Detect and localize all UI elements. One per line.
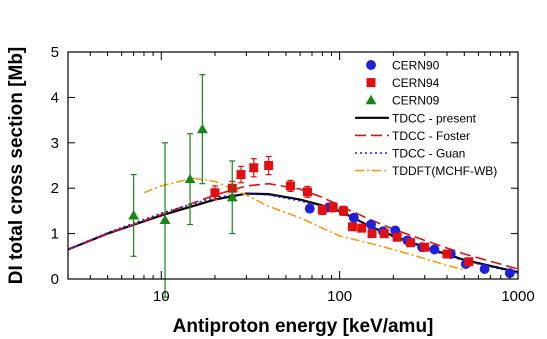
data-point	[184, 173, 196, 184]
y-tick-label: 4	[51, 89, 59, 106]
y-axis-title: DI total cross section [Mb]	[6, 47, 27, 285]
markers	[128, 74, 515, 298]
legend-label: TDCC - Foster	[392, 129, 470, 143]
data-point	[365, 94, 377, 105]
plot-frame	[67, 51, 519, 280]
data-point	[357, 223, 367, 233]
series-line	[67, 192, 519, 274]
x-tick-label: 100	[327, 288, 352, 305]
series-line	[143, 177, 465, 271]
data-point	[302, 187, 312, 197]
data-point	[366, 60, 376, 70]
data-point	[379, 229, 389, 239]
series-line	[67, 192, 519, 274]
legend-label: CERN90	[392, 59, 440, 73]
data-point	[249, 163, 259, 173]
data-point	[317, 205, 327, 215]
data-point	[285, 181, 295, 191]
data-point	[420, 242, 430, 252]
data-point	[367, 229, 377, 239]
data-point	[338, 206, 348, 216]
series-line	[67, 182, 519, 270]
data-point	[464, 257, 474, 267]
x-axis-title: Antiproton energy [keV/amu]	[173, 316, 434, 337]
y-tick-label: 3	[51, 135, 59, 152]
legend-label: CERN09	[392, 94, 440, 108]
legend-label: TDDFT(MCHF-WB)	[392, 164, 497, 178]
data-point	[392, 232, 402, 242]
data-point	[236, 170, 246, 180]
data-point	[406, 238, 416, 248]
data-point	[366, 219, 376, 230]
data-point	[348, 212, 359, 223]
y-tick-label: 0	[51, 271, 59, 288]
data-point	[347, 222, 357, 232]
data-point	[328, 202, 338, 212]
data-point	[479, 264, 490, 274]
legend-label: TDCC - present	[392, 111, 477, 125]
x-tick-label: 1000	[501, 288, 534, 305]
data-point	[210, 188, 220, 198]
x-tick-label: 10	[153, 288, 170, 305]
axis-ticks: 0 1 2 3 4 5 10 100 1000	[51, 44, 535, 305]
data-point	[159, 214, 171, 225]
y-tick-label: 1	[51, 226, 59, 243]
data-point	[128, 210, 140, 220]
data-point	[429, 244, 440, 255]
data-point	[264, 161, 274, 170]
data-point	[226, 191, 238, 202]
data-point	[304, 203, 315, 214]
legend: CERN90 CERN94 CERN09 TDCC - present TDCC - F…	[355, 59, 497, 178]
data-point	[196, 123, 208, 134]
legend-label: CERN94	[392, 76, 440, 90]
data-point	[442, 249, 452, 259]
data-point	[504, 268, 515, 279]
legend-label: TDCC - Guan	[392, 147, 465, 161]
y-tick-label: 2	[51, 180, 59, 197]
y-tick-label: 5	[51, 44, 59, 61]
data-point	[366, 78, 376, 88]
